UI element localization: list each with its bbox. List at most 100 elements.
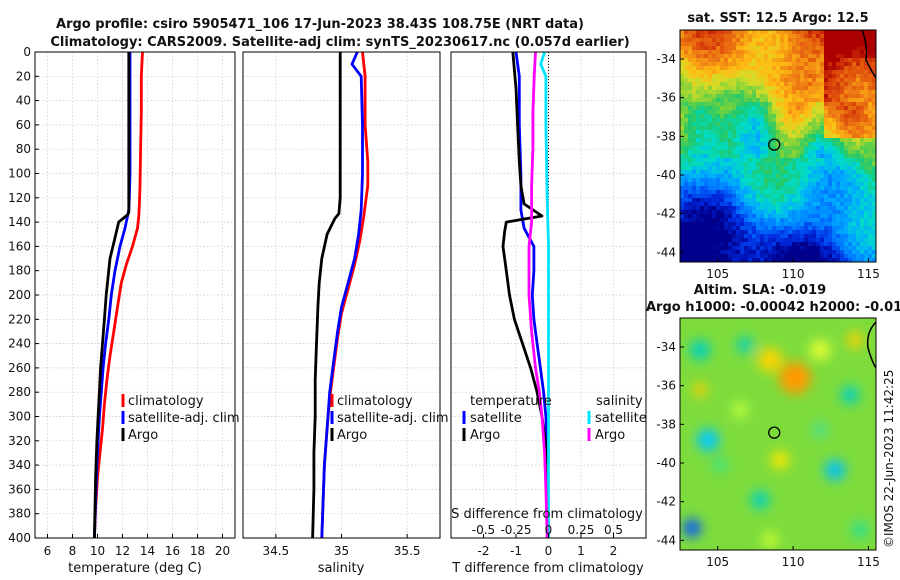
sst-cell [724, 214, 729, 219]
sst-cell [708, 202, 713, 207]
sst-cell [868, 110, 873, 115]
sst-cell [792, 218, 797, 223]
sst-cell [872, 82, 876, 87]
sst-cell [756, 258, 761, 262]
sst-cell [720, 130, 725, 135]
sst-cell [692, 154, 697, 159]
sst-cell [808, 122, 813, 127]
sst-cell [704, 210, 709, 215]
sst-cell [820, 218, 825, 223]
sst-cell [872, 54, 876, 59]
sst-cell [708, 142, 713, 147]
sst-cell [788, 46, 793, 51]
sst-cell [752, 246, 757, 251]
sst-cell [688, 78, 693, 83]
sst-cell [680, 30, 685, 35]
sst-cell [696, 166, 701, 171]
sst-cell [688, 170, 693, 175]
sst-cell [680, 82, 685, 87]
sst-cell [800, 222, 805, 227]
sst-cell [824, 190, 829, 195]
sst-cell [736, 102, 741, 107]
sst-cell [760, 30, 765, 35]
sst-cell [832, 154, 837, 159]
sst-cell [792, 150, 797, 155]
sst-cell [836, 202, 841, 207]
sst-cell [836, 182, 841, 187]
sst-cell [840, 118, 845, 123]
sst-cell [852, 50, 857, 55]
sst-cell [704, 78, 709, 83]
sst-cell [836, 258, 841, 262]
sst-cell [684, 78, 689, 83]
sst-cell [748, 54, 753, 59]
sla-map-anomalies [683, 332, 868, 548]
sst-cell [752, 254, 757, 259]
sst-cell [788, 258, 793, 262]
sst-cell [796, 198, 801, 203]
sst-cell [872, 250, 876, 255]
sst-cell [808, 210, 813, 215]
sst-cell [700, 114, 705, 119]
sst-cell [820, 226, 825, 231]
sst-cell [836, 170, 841, 175]
sst-cell [708, 74, 713, 79]
sst-cell [804, 190, 809, 195]
sst-cell [720, 202, 725, 207]
sst-cell [756, 130, 761, 135]
sst-cell [836, 38, 841, 43]
sst-cell [788, 146, 793, 151]
sst-cell [780, 170, 785, 175]
sst-cell [796, 58, 801, 63]
sst-cell [796, 150, 801, 155]
sst-cell [856, 142, 861, 147]
sst-cell [824, 246, 829, 251]
sst-cell [768, 258, 773, 262]
sst-cell [860, 102, 865, 107]
sst-cell [688, 54, 693, 59]
sst-cell [800, 138, 805, 143]
top-tick-label: 0 [545, 523, 553, 537]
sst-cell [856, 30, 861, 35]
sst-cell [820, 170, 825, 175]
sst-cell [680, 118, 685, 123]
sst-cell [776, 38, 781, 43]
sst-cell [712, 114, 717, 119]
sst-cell [712, 126, 717, 131]
sst-cell [820, 98, 825, 103]
sst-cell [832, 222, 837, 227]
sst-cell [692, 202, 697, 207]
sst-cell [824, 134, 829, 139]
sst-cell [704, 122, 709, 127]
sst-cell [832, 34, 837, 39]
sst-cell [752, 210, 757, 215]
sst-cell [744, 198, 749, 203]
sst-cell [856, 54, 861, 59]
sst-cell [852, 126, 857, 131]
sst-cell [864, 182, 869, 187]
sst-cell [768, 242, 773, 247]
sst-cell [828, 106, 833, 111]
sst-cell [760, 258, 765, 262]
sst-cell [852, 142, 857, 147]
sst-cell [808, 30, 813, 35]
sst-cell [752, 30, 757, 35]
sst-cell [736, 250, 741, 255]
sst-cell [744, 182, 749, 187]
sst-cell [760, 98, 765, 103]
sst-cell [816, 46, 821, 51]
sst-cell [712, 130, 717, 135]
sst-cell [800, 218, 805, 223]
map-y-tick-label: -44 [656, 245, 676, 259]
sst-cell [688, 130, 693, 135]
sst-cell [808, 130, 813, 135]
sst-cell [728, 74, 733, 79]
sla-anomaly-blob [758, 348, 782, 372]
sst-cell [736, 82, 741, 87]
sst-cell [756, 170, 761, 175]
sst-cell [708, 182, 713, 187]
sst-cell [864, 70, 869, 75]
sst-cell [708, 190, 713, 195]
sst-cell [756, 202, 761, 207]
sst-cell [844, 130, 849, 135]
